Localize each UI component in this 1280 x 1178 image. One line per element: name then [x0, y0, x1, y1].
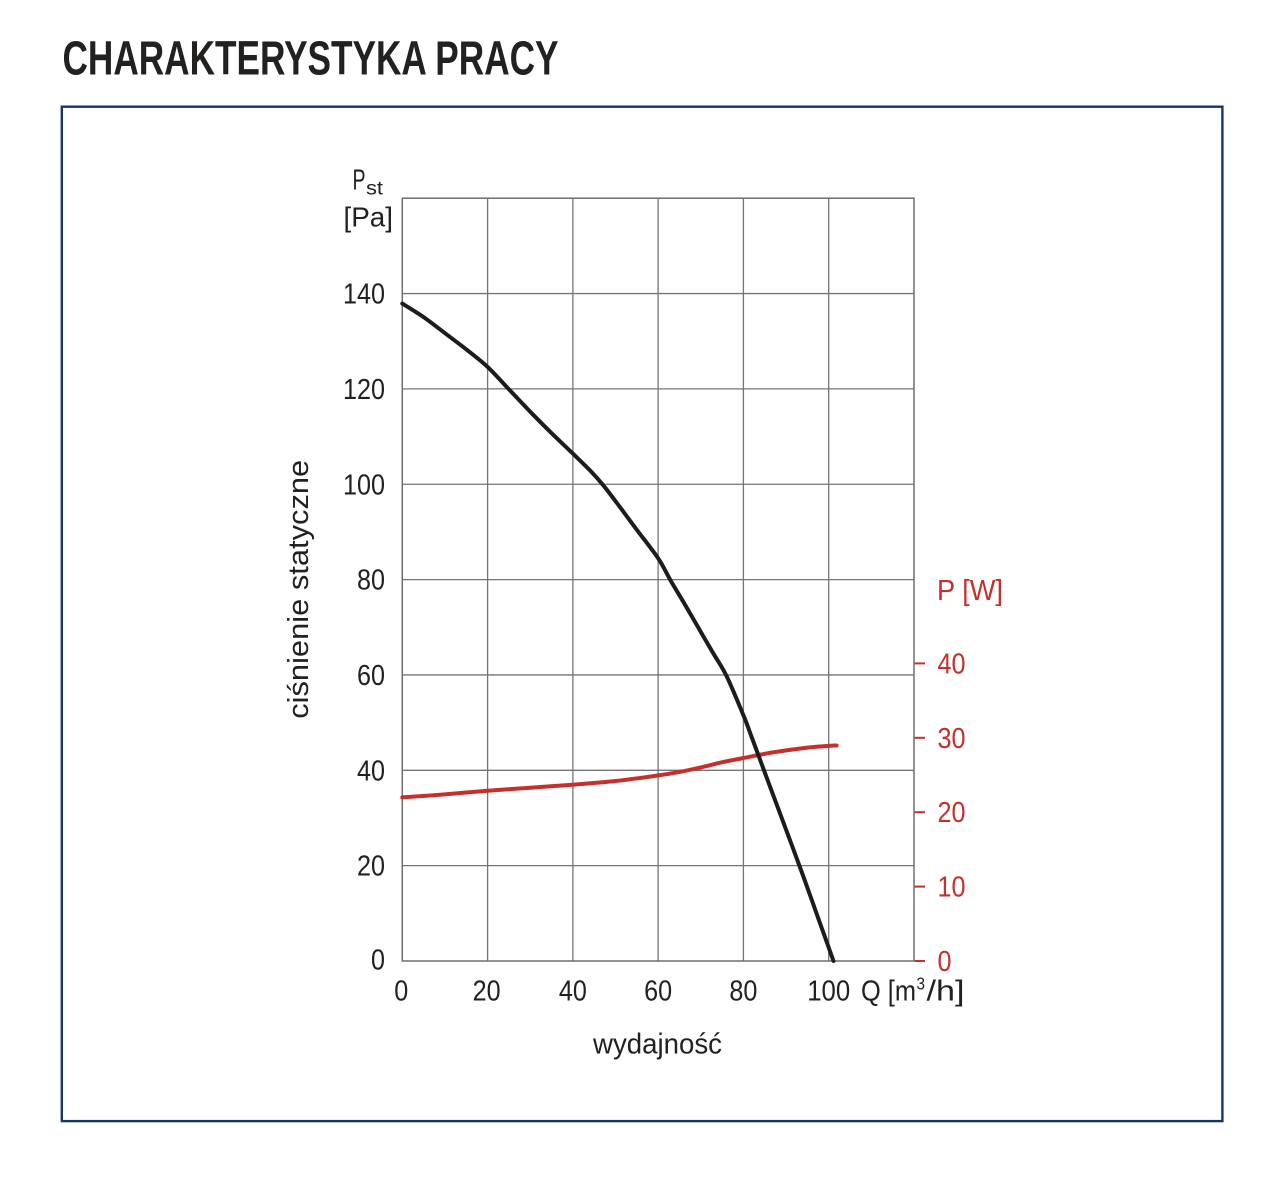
svg-text:/h]: /h] — [927, 976, 965, 1008]
svg-text:3: 3 — [917, 974, 926, 994]
svg-text:st: st — [366, 179, 384, 200]
svg-text:20: 20 — [938, 797, 966, 829]
svg-text:20: 20 — [357, 851, 385, 883]
svg-text:Q [m: Q [m — [861, 976, 916, 1008]
svg-text:wydajność: wydajność — [592, 1029, 722, 1061]
svg-text:0: 0 — [394, 976, 408, 1008]
svg-text:80: 80 — [357, 565, 385, 597]
svg-text:P [W]: P [W] — [937, 575, 1003, 607]
svg-text:100: 100 — [343, 469, 385, 501]
svg-text:40: 40 — [559, 976, 587, 1008]
svg-text:P: P — [353, 165, 366, 197]
svg-text:100: 100 — [807, 976, 850, 1008]
svg-text:10: 10 — [938, 872, 966, 904]
svg-text:60: 60 — [644, 976, 672, 1008]
svg-text:40: 40 — [938, 648, 966, 680]
svg-text:140: 140 — [343, 279, 385, 311]
svg-text:40: 40 — [357, 755, 385, 787]
svg-text:ciśnienie statyczne: ciśnienie statyczne — [283, 460, 315, 719]
svg-text:CHARAKTERYSTYKA PRACY: CHARAKTERYSTYKA PRACY — [63, 33, 559, 86]
svg-text:120: 120 — [343, 374, 385, 406]
svg-text:[Pa]: [Pa] — [344, 202, 394, 233]
svg-text:0: 0 — [938, 946, 952, 978]
svg-text:60: 60 — [357, 660, 385, 692]
svg-text:0: 0 — [371, 945, 385, 977]
svg-text:20: 20 — [473, 976, 501, 1008]
svg-text:30: 30 — [938, 723, 966, 755]
svg-text:80: 80 — [729, 976, 757, 1008]
